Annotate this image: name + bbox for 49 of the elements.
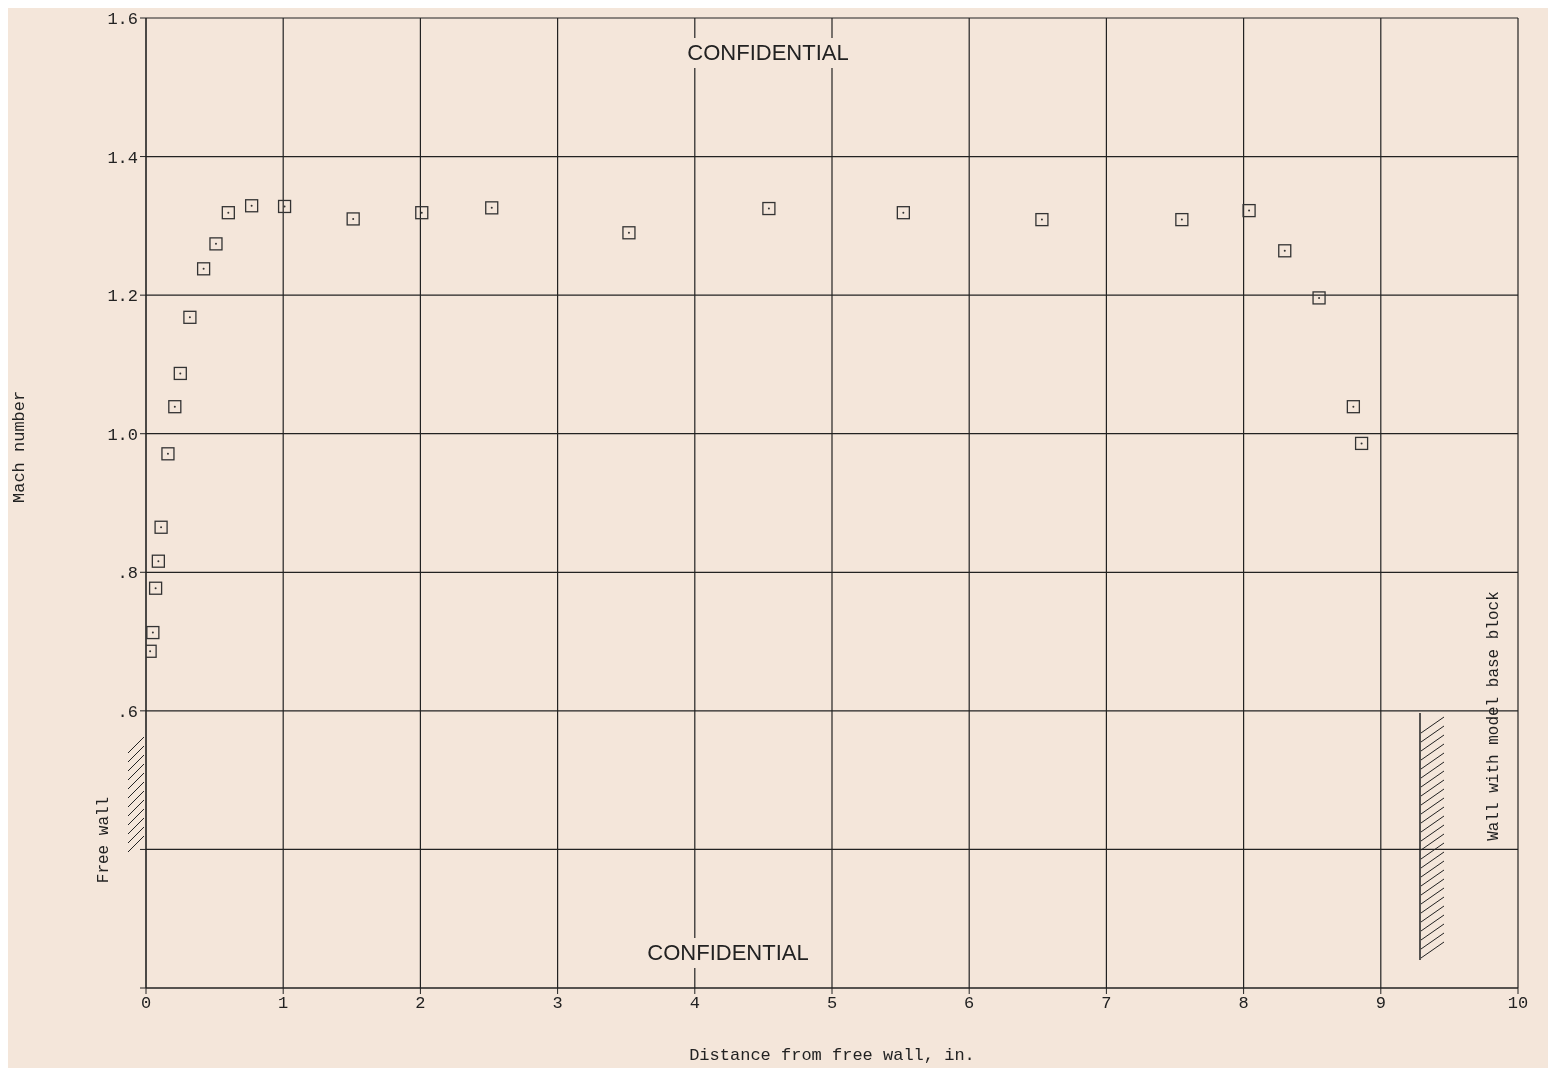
point (415, 206, 429, 220)
point (183, 310, 197, 324)
point (762, 201, 776, 216)
y-tick-label: 1.0 (107, 425, 138, 445)
annotation: CONFIDENTIAL (687, 40, 849, 65)
x-tick-label: 6 (964, 994, 975, 1014)
y-tick-label: 1.4 (107, 148, 138, 168)
point (196, 262, 211, 276)
x-tick-label: 7 (1101, 994, 1112, 1014)
point (1175, 212, 1189, 227)
y-tick-label: .8 (117, 564, 138, 584)
point (244, 199, 259, 213)
point (154, 520, 168, 534)
x-tick-label: 1 (278, 994, 289, 1014)
y-tick-label: 1.2 (107, 287, 138, 307)
point (146, 625, 160, 640)
x-tick-label: 4 (689, 994, 700, 1014)
point (151, 554, 165, 568)
point (346, 212, 360, 226)
point (173, 366, 187, 381)
x-tick-label: 10 (1507, 994, 1529, 1014)
point (168, 400, 182, 414)
x-tick-label: 8 (1238, 994, 1249, 1014)
y-tick-label: 1.6 (107, 10, 138, 30)
point (1354, 436, 1369, 451)
x-tick-label: 0 (140, 994, 152, 1014)
point (1035, 212, 1049, 227)
x-tick-label: 5 (826, 994, 838, 1014)
point (277, 199, 292, 214)
point (221, 206, 235, 220)
x-axis-title: Distance from free wall, in. (689, 1046, 975, 1065)
point (1242, 203, 1256, 218)
y-axis-title: Mach number (10, 390, 30, 503)
point (622, 226, 636, 240)
point (148, 581, 163, 595)
point (485, 201, 499, 215)
point (896, 206, 910, 220)
point (1346, 400, 1361, 414)
point (209, 237, 223, 251)
x-tick-label: 3 (552, 994, 563, 1014)
point (1278, 244, 1292, 258)
annotation: Wall with model base block (1485, 591, 1503, 841)
text: Free wall (95, 796, 113, 884)
y-tick-label: .6 (117, 702, 138, 722)
point (161, 447, 175, 461)
x-tick-label: 9 (1375, 994, 1386, 1014)
x-tick-label: 2 (415, 994, 426, 1014)
point (1312, 291, 1326, 305)
annotation: CONFIDENTIAL (647, 940, 809, 965)
